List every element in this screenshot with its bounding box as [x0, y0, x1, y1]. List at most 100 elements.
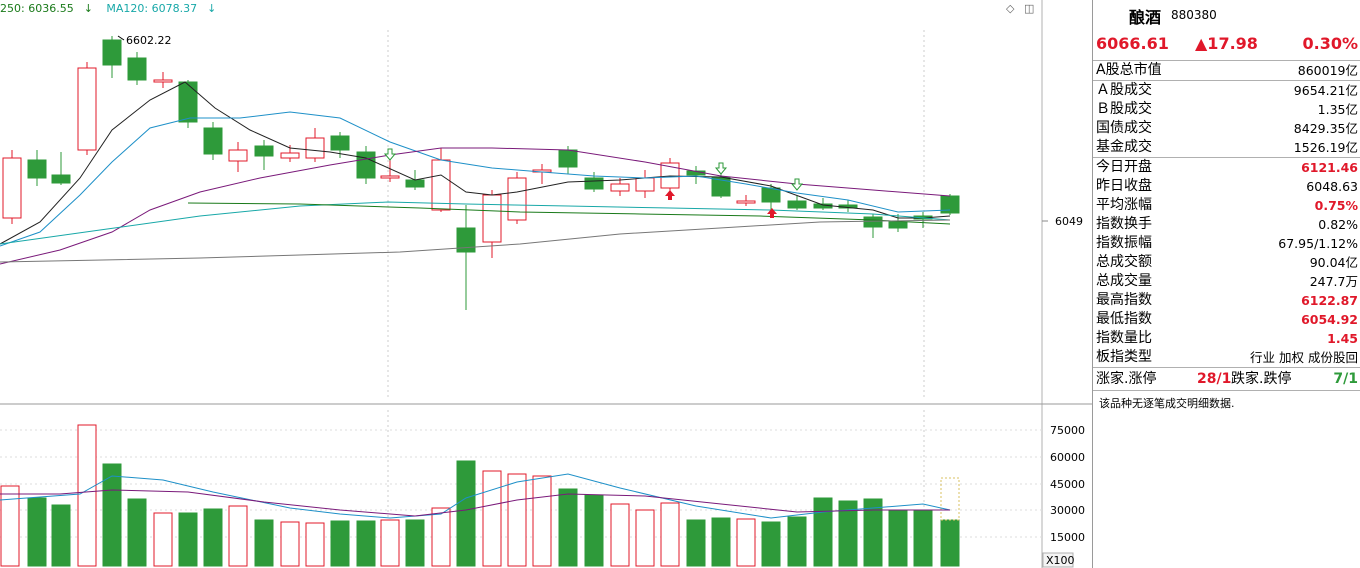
candle-body [456, 227, 476, 253]
volume-bar [610, 503, 630, 567]
stat-row: 总成交额 90.04亿 [1093, 253, 1360, 272]
candle-body [356, 151, 376, 179]
price-axis-label: 6049 [1055, 215, 1083, 228]
volume-bar [27, 497, 47, 567]
volume-bar [813, 497, 833, 567]
volume-bar [584, 494, 604, 567]
stat-value: 0.75% [1314, 198, 1358, 213]
volume-bar [940, 519, 960, 567]
price-change-pct: 0.30% [1302, 34, 1358, 53]
stat-value: 0.82% [1318, 217, 1358, 232]
volume-bar [736, 518, 756, 567]
candle-body [51, 174, 71, 184]
volume-bar [456, 460, 476, 567]
quote-panel: 酿酒 880380 6066.61 ▲17.98 0.30% A股总市值 8600… [1092, 0, 1360, 568]
volume-bar [102, 463, 122, 567]
buy-signal-arrow [767, 208, 777, 218]
stat-label: 平均涨幅 [1096, 197, 1152, 213]
stat-value: 6122.87 [1301, 293, 1358, 308]
stat-label: 板指类型 [1096, 349, 1152, 365]
candle-body [863, 216, 883, 228]
stat-label: Ｂ股成交 [1096, 101, 1152, 117]
stock-code: 880380 [1171, 8, 1217, 22]
candle-body [380, 175, 400, 179]
ma10-line [0, 111, 951, 247]
stat-value: 8429.35亿 [1293, 121, 1358, 136]
volume-bar [660, 502, 680, 567]
volume-axis-label: 75000 [1050, 424, 1085, 437]
stat-label: 今日开盘 [1096, 159, 1152, 175]
volume-bar [356, 520, 376, 567]
stock-name: 酿酒 [1129, 8, 1162, 27]
stat-label: 总成交量 [1096, 273, 1152, 289]
candle-body [127, 57, 147, 81]
volume-axis-label: 30000 [1050, 504, 1085, 517]
stat-row: 指数振幅 67.95/1.12% [1093, 234, 1360, 253]
volume-bar [863, 498, 883, 567]
kline-chart[interactable]: 6602.22 6049 75000 60000 45000 30000 15000 X100 [0, 0, 1092, 568]
volume-bar [0, 485, 20, 567]
stat-value: 1526.19亿 [1293, 140, 1358, 155]
volume-axis-label: 45000 [1050, 478, 1085, 491]
stat-value: 6121.46 [1301, 160, 1358, 175]
stat-value: 6048.63 [1306, 179, 1358, 194]
volume-unit-label: X100 [1046, 554, 1075, 567]
stat-row: Ｂ股成交 1.35亿 [1093, 100, 1360, 119]
volume-bar [888, 509, 908, 567]
stat-value: 1.45 [1327, 331, 1358, 346]
up-count-label: 涨家.涨停 [1096, 371, 1157, 387]
sell-signal-arrow [383, 148, 397, 161]
stat-value: 9654.21亿 [1293, 83, 1358, 98]
volume-bar [380, 519, 400, 567]
ma120-line [0, 201, 951, 245]
kline-chart-area[interactable]: 6602.22 6049 75000 60000 45000 30000 15000 X100… [0, 0, 1092, 568]
volume-bar [203, 508, 223, 567]
candle-body [635, 177, 655, 192]
volume-bar [635, 509, 655, 567]
candle-body [178, 81, 198, 123]
candle-body [153, 79, 173, 83]
volume-bar [77, 424, 97, 567]
diamond-icon[interactable]: ◇ [1006, 2, 1015, 15]
candle-body [330, 135, 350, 151]
candle-body [482, 194, 502, 243]
window-toggle-icon[interactable]: ◫ [1023, 2, 1035, 15]
volume-bar [51, 504, 71, 567]
candle-body [254, 145, 274, 157]
candle-body [228, 149, 248, 162]
volume-bar [482, 470, 502, 567]
volume-bar [228, 505, 248, 567]
candle-body [584, 177, 604, 190]
volume-bar [838, 500, 858, 567]
ma5-line [0, 81, 951, 245]
tick-detail-note: 该品种无逐笔成交明细数据. [1099, 397, 1235, 410]
ma20-line [0, 147, 951, 265]
volume-bar [913, 509, 933, 567]
candle-body [736, 200, 756, 204]
volume-bar [254, 519, 274, 567]
volume-bar [305, 522, 325, 567]
volume-forecast-bar [940, 477, 960, 521]
stat-row: 指数量比 1.45 [1093, 329, 1360, 348]
candle-body [27, 159, 47, 179]
candle-body [203, 127, 223, 155]
candle-body [305, 137, 325, 159]
stat-label: 基金成交 [1096, 139, 1152, 155]
volume-bar [405, 519, 425, 567]
price-change: ▲17.98 [1195, 34, 1258, 53]
stat-row: Ａ股成交 9654.21亿 [1093, 81, 1360, 100]
volume-bar [761, 521, 781, 567]
stat-value: 6054.92 [1301, 312, 1358, 327]
stat-label: Ａ股成交 [1096, 82, 1152, 98]
stat-label: 国债成交 [1096, 120, 1152, 136]
buy-signal-arrow [665, 190, 675, 200]
quote-line: 6066.61 ▲17.98 0.30% [1093, 30, 1360, 61]
sell-signal-arrow [790, 178, 804, 191]
ma120-label: MA120: 6078.37 ↓ [106, 2, 217, 15]
vol-ma10-line [0, 489, 950, 517]
stat-row: 今日开盘 6121.46 [1093, 158, 1360, 177]
high-price-label: 6602.22 [126, 34, 172, 47]
stat-row: 板指类型 行业 加权 成份股回 [1093, 348, 1360, 367]
volume-bar [431, 507, 451, 567]
volume-bar [787, 516, 807, 567]
